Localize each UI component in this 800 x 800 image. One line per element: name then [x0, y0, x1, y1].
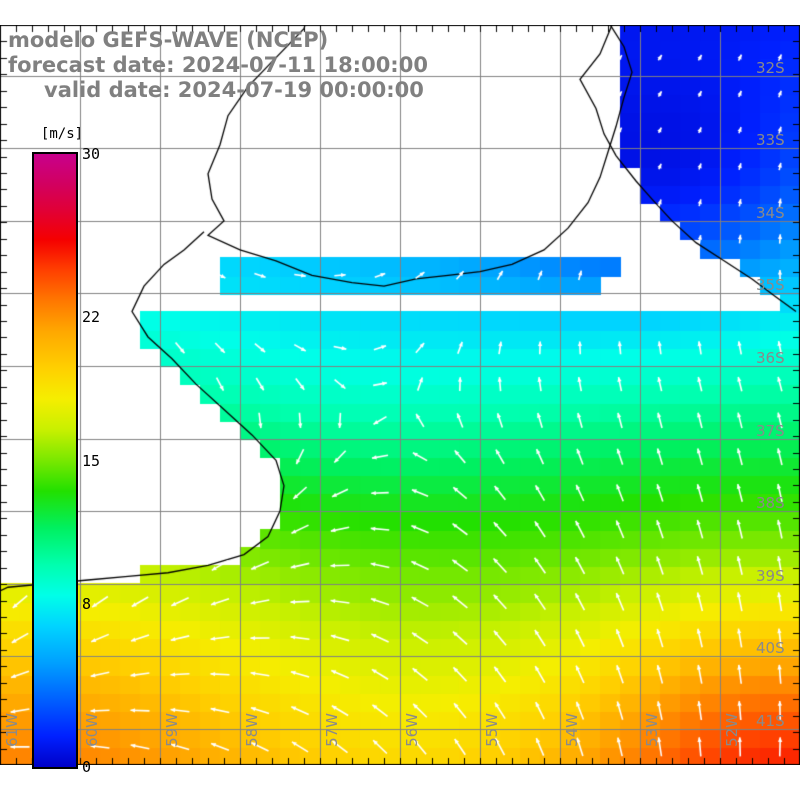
colorbar-tick-0: 0 [82, 758, 92, 776]
colorbar-gradient [32, 152, 78, 769]
coastline-grid-arrows-canvas [0, 25, 800, 765]
colorbar[interactable]: [m/s] 30 22 15 8 0 [32, 126, 100, 776]
plot-area[interactable] [0, 25, 800, 765]
colorbar-tick-15: 15 [82, 451, 101, 470]
colorbar-tick-30: 30 [82, 145, 101, 163]
colorbar-tick-8: 8 [82, 594, 92, 613]
colorbar-unit-label: [m/s] [40, 126, 84, 142]
colorbar-tick-22: 22 [82, 308, 101, 327]
